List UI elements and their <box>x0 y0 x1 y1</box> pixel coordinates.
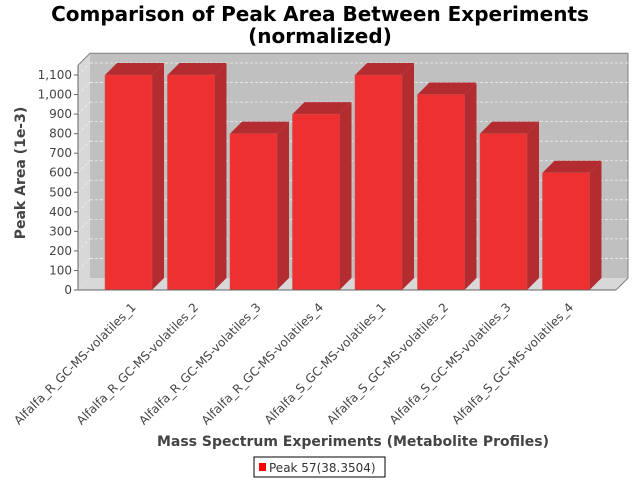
grid-line-side <box>77 258 91 271</box>
chart-subtitle: (normalized) <box>248 24 392 48</box>
bar-side <box>402 63 414 290</box>
y-tick-label: 300 <box>49 224 72 238</box>
grid-line-side <box>77 121 91 134</box>
bar-side <box>464 82 477 290</box>
x-tick-label: Alfalfa_R_GC-MS-volatiles_4 <box>199 300 326 427</box>
y-tick-label: 800 <box>49 127 72 141</box>
y-tick-label: 700 <box>49 146 72 160</box>
grid-line-side <box>77 219 91 232</box>
bar <box>292 113 340 291</box>
grid-line-side <box>77 140 91 154</box>
bar-top <box>355 63 414 75</box>
x-axis-label: Mass Spectrum Experiments (Metabolite Pr… <box>157 434 549 450</box>
bar-side <box>214 63 227 290</box>
y-tick-label: 100 <box>49 263 72 277</box>
x-tick-label: Alfalfa_S_GC-MS-volatiles_2 <box>324 300 451 427</box>
bar <box>417 94 465 291</box>
plot-outline <box>77 52 629 291</box>
bar-top <box>542 160 602 173</box>
y-tick-label: 400 <box>49 205 72 219</box>
grid-line-side <box>77 101 91 115</box>
x-tick-label: Alfalfa_S_GC-MS-volatiles_3 <box>387 300 514 427</box>
y-tick-label: 0 <box>64 283 72 297</box>
bar-top <box>167 63 227 75</box>
bar <box>104 74 153 291</box>
y-tick-label: 600 <box>49 166 72 180</box>
bar <box>229 133 278 291</box>
x-tick-label: Alfalfa_R_GC-MS-volatiles_1 <box>11 300 138 427</box>
bar-side <box>277 121 289 291</box>
bar-top <box>417 82 477 95</box>
x-tick-label: Alfalfa_R_GC-MS-volatiles_3 <box>136 300 263 427</box>
y-tick-label: 900 <box>49 107 72 121</box>
grid-line-side <box>77 179 91 193</box>
bar <box>479 133 528 291</box>
bar <box>167 74 215 291</box>
legend: Peak 57(38.3504) <box>253 456 386 478</box>
x-tick-label: Alfalfa_S_GC-MS-volatiles_1 <box>262 300 389 427</box>
bar-top <box>292 102 352 115</box>
bar <box>354 74 403 291</box>
bar-top <box>480 121 539 134</box>
grid-line-side <box>77 82 91 95</box>
left-wall <box>78 53 90 291</box>
bar-top <box>230 121 289 134</box>
y-axis-label: Peak Area (1e-3) <box>13 107 29 240</box>
grid-line-side <box>77 238 91 252</box>
bar-side <box>339 102 352 290</box>
grid-line-side <box>77 160 91 174</box>
x-tick-label: Alfalfa_R_GC-MS-volatiles_2 <box>74 300 201 427</box>
chart-title: Comparison of Peak Area Between Experime… <box>51 2 589 26</box>
bar-side <box>152 63 164 290</box>
bar-top <box>105 63 164 75</box>
y-tick-label: 200 <box>49 244 72 258</box>
y-tick-label: 1,000 <box>38 88 72 102</box>
bar <box>542 172 590 291</box>
legend-swatch <box>259 463 266 471</box>
y-tick-label: 500 <box>49 185 72 199</box>
y-tick-label: 1,100 <box>38 68 72 82</box>
grid-line-side <box>77 62 91 76</box>
bar-side <box>527 121 539 291</box>
grid-line-side <box>77 199 91 213</box>
legend-label: Peak 57(38.3504) <box>269 461 376 475</box>
bar-side <box>589 160 602 290</box>
x-tick-label: Alfalfa_S_GC-MS-volatiles_4 <box>449 300 576 427</box>
